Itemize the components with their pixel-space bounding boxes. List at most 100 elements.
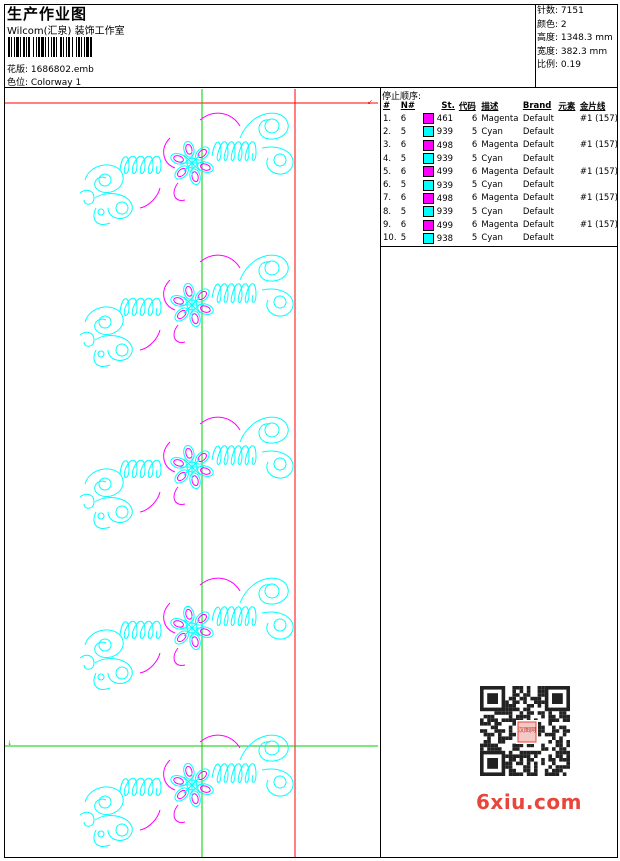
row-brand: Default	[522, 153, 554, 164]
color-swatch	[422, 166, 434, 178]
watermark-brand: 6xiu.com	[476, 790, 582, 814]
stat-width: 宽度: 382.3 mm	[537, 46, 608, 57]
col-thread: St.	[441, 101, 455, 111]
row-index: 5.	[383, 166, 392, 177]
row-index: 2.	[383, 126, 392, 137]
row-index: 7.	[383, 193, 392, 204]
sheet-frame	[4, 4, 618, 858]
row-thread: 939	[421, 125, 457, 138]
row-thread: 499	[421, 165, 457, 178]
company-name: Wilcom(汇泉) 装饰工作室	[7, 26, 125, 37]
row-thread: 499	[421, 218, 457, 231]
row-thread: 498	[421, 139, 457, 152]
row-description: Magenta	[481, 220, 519, 231]
row-description: Magenta	[481, 113, 519, 124]
row-needle: 5	[400, 180, 407, 191]
page-title: 生产作业图	[7, 5, 88, 23]
origin-marker: ↓	[7, 740, 12, 747]
row-description: Magenta	[481, 166, 519, 177]
row-index: 1.	[383, 113, 392, 124]
stop-row: 1. 6 461 6 Magenta Default #1 (157)	[381, 112, 620, 125]
row-description: Cyan	[481, 180, 503, 191]
row-description: Magenta	[481, 193, 519, 204]
row-code: 6	[471, 220, 478, 231]
row-index: 10.	[383, 233, 397, 244]
row-brand: Default	[522, 233, 554, 244]
design-file: 花版: 1686802.emb	[7, 65, 94, 75]
table-bottom-rule	[380, 246, 618, 247]
panel-divider-vertical	[380, 87, 381, 858]
row-brand: Default	[522, 206, 554, 217]
color-swatch	[422, 153, 434, 165]
row-brand: Default	[522, 126, 554, 137]
motif	[79, 112, 294, 225]
row-thread: 461	[421, 112, 457, 125]
row-description: Cyan	[481, 153, 503, 164]
stop-row: 8. 5 939 5 Cyan Default	[381, 205, 620, 218]
motif	[79, 734, 294, 847]
row-thread: 938	[421, 232, 457, 245]
row-sequin: #1 (157)	[579, 166, 618, 177]
row-sequin: #1 (157)	[579, 140, 618, 151]
row-needle: 6	[400, 220, 407, 231]
col-code: 代码	[458, 102, 476, 112]
design-stats: 针数: 7151 颜色: 2 高度: 1348.3 mm 宽度: 382.3 m…	[537, 5, 613, 73]
row-needle: 6	[400, 113, 407, 124]
col-sequin: 金片线	[579, 102, 606, 112]
stat-stitches: 针数: 7151	[537, 6, 584, 16]
row-description: Magenta	[481, 140, 519, 151]
row-brand: Default	[522, 220, 554, 231]
color-swatch	[422, 113, 434, 125]
row-needle: 5	[400, 153, 407, 164]
color-swatch	[422, 206, 434, 218]
motif	[79, 577, 294, 690]
col-index: #	[383, 101, 391, 111]
motif	[79, 416, 294, 529]
row-needle: 5	[400, 233, 407, 244]
stop-row: 2. 5 939 5 Cyan Default	[381, 125, 620, 138]
row-description: Cyan	[481, 126, 503, 137]
stop-sequence-heading: 停止顺序:	[382, 92, 422, 102]
color-swatch	[422, 232, 434, 244]
row-code: 5	[471, 233, 478, 244]
row-sequin: #1 (157)	[579, 113, 618, 124]
svg-text:汉图网: 汉图网	[518, 726, 536, 734]
color-swatch	[422, 179, 434, 191]
row-thread: 498	[421, 192, 457, 205]
stop-row: 7. 6 498 6 Magenta Default #1 (157)	[381, 192, 620, 205]
col-description: 描述	[481, 102, 499, 112]
row-code: 6	[471, 166, 478, 177]
row-index: 3.	[383, 140, 392, 151]
header-divider-horizontal	[4, 87, 618, 88]
row-thread: 939	[421, 152, 457, 165]
row-index: 8.	[383, 206, 392, 217]
row-code: 5	[471, 153, 478, 164]
row-index: 9.	[383, 220, 392, 231]
row-brand: Default	[522, 180, 554, 191]
stop-row: 9. 6 499 6 Magenta Default #1 (157)	[381, 218, 620, 231]
row-code: 5	[471, 180, 478, 191]
color-swatch	[422, 192, 434, 204]
motif	[79, 254, 294, 367]
row-description: Cyan	[481, 206, 503, 217]
row-index: 6.	[383, 180, 392, 191]
header-divider-vertical	[535, 4, 536, 88]
qr-code: 汉图网	[470, 680, 584, 784]
row-sequin: #1 (157)	[579, 220, 618, 231]
stop-row: 6. 5 939 5 Cyan Default	[381, 178, 620, 191]
row-brand: Default	[522, 113, 554, 124]
row-code: 6	[471, 193, 478, 204]
row-needle: 6	[400, 193, 407, 204]
row-needle: 6	[400, 140, 407, 151]
col-brand: Brand	[522, 101, 552, 111]
stat-height: 高度: 1348.3 mm	[537, 33, 613, 43]
row-needle: 5	[400, 126, 407, 137]
color-swatch	[422, 219, 434, 231]
stop-row: 10. 5 938 5 Cyan Default	[381, 232, 620, 245]
col-needle: N#	[400, 101, 415, 111]
color-swatch	[422, 126, 434, 138]
row-code: 6	[471, 140, 478, 151]
row-brand: Default	[522, 166, 554, 177]
row-needle: 5	[400, 206, 407, 217]
